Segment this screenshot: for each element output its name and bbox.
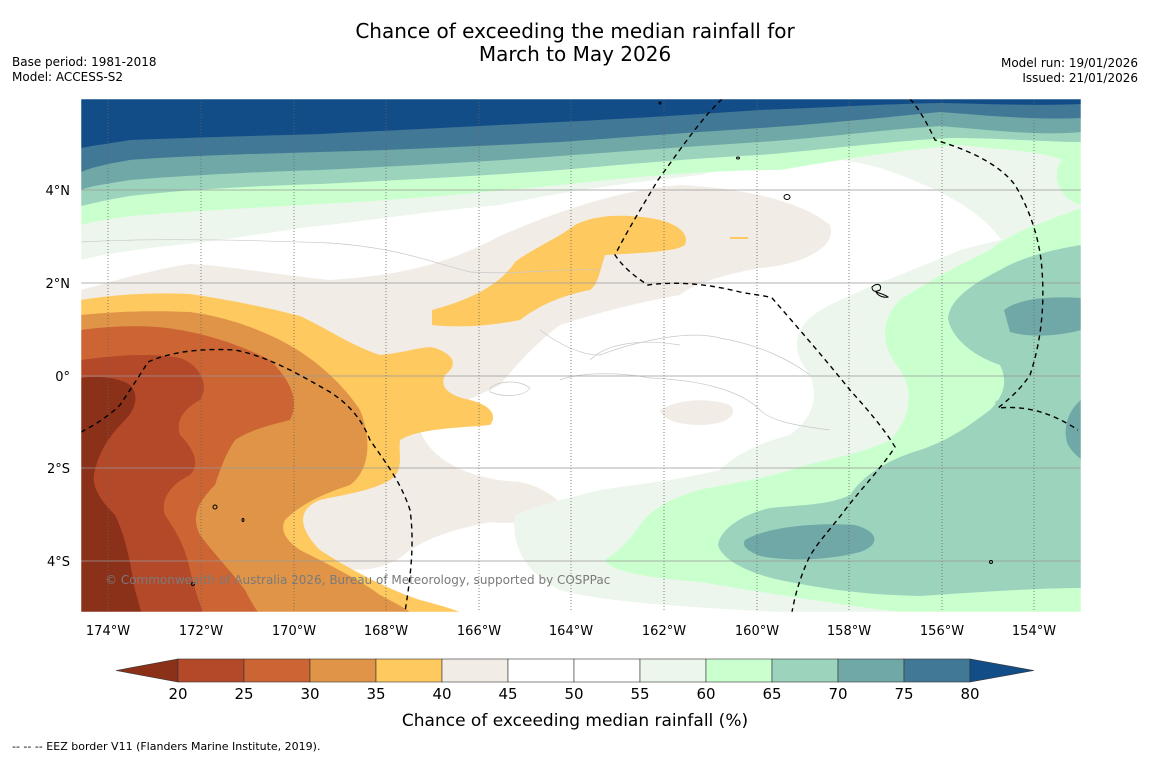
contour-band-70-75-east-edge bbox=[1065, 400, 1081, 460]
lat-tick-label: 4°N bbox=[46, 184, 71, 199]
colorbar-tick-label: 55 bbox=[630, 685, 649, 703]
colorbar-segment-55-60 bbox=[639, 658, 707, 683]
colorbar-tick-label: 75 bbox=[894, 685, 913, 703]
lon-tick-label: 174°W bbox=[86, 624, 130, 639]
lat-tick-label: 4°S bbox=[47, 555, 70, 570]
colorbar-segment-50-55 bbox=[573, 658, 641, 683]
colorbar-tick-label: 60 bbox=[696, 685, 715, 703]
eez-border-kiribati-phoenix bbox=[81, 348, 413, 612]
chart-title-line-1: Chance of exceeding the median rainfall … bbox=[355, 19, 795, 43]
contour-band-40-45-east-patch bbox=[660, 400, 734, 425]
lat-tick-label: 2°N bbox=[46, 277, 71, 292]
colorbar-segment-70-75 bbox=[837, 658, 905, 683]
colorbar-tick-labels: 20 25 30 35 40 45 50 55 60 65 70 75 80 bbox=[168, 685, 979, 703]
contour-band-70-75-east bbox=[1004, 297, 1081, 336]
eez-border-line-islands-north bbox=[614, 99, 896, 612]
lon-tick-label: 170°W bbox=[272, 624, 316, 639]
colorbar-tick-label: 70 bbox=[828, 685, 847, 703]
lon-tick-label: 160°W bbox=[735, 624, 779, 639]
latitude-tick-labels: 4°N 2°N 0° 2°S 4°S bbox=[46, 184, 71, 570]
contour-outlines bbox=[81, 239, 831, 431]
colorbar-segment-45-50 bbox=[507, 658, 575, 683]
colorbar-segment-30-35 bbox=[309, 658, 377, 683]
model-run-text: Model run: 19/01/2026 bbox=[1000, 56, 1138, 70]
lat-tick-label: 2°S bbox=[47, 462, 70, 477]
colorbar-segment-20-25 bbox=[177, 658, 245, 683]
islands bbox=[191, 101, 993, 586]
eez-footnote: -- -- -- EEZ border V11 (Flanders Marine… bbox=[12, 740, 321, 753]
lon-tick-label: 158°W bbox=[827, 624, 871, 639]
colorbar-segment-60-65 bbox=[705, 658, 773, 683]
colorbar-segment-35-40 bbox=[375, 658, 443, 683]
colorbar-tick-label: 65 bbox=[762, 685, 781, 703]
lon-tick-label: 162°W bbox=[642, 624, 686, 639]
contour-band-below-20-west bbox=[81, 376, 141, 612]
contour-band-35-40-central-plume bbox=[432, 215, 686, 327]
lon-tick-label: 166°W bbox=[457, 624, 501, 639]
colorbar-segment-40-45 bbox=[441, 658, 509, 683]
chart-title-line-2: March to May 2026 bbox=[478, 42, 672, 66]
contour-band-70-75-south bbox=[743, 524, 875, 560]
lon-tick-label: 154°W bbox=[1012, 624, 1056, 639]
lon-tick-label: 156°W bbox=[920, 624, 964, 639]
contour-band-35-40-speck bbox=[730, 237, 748, 239]
lon-tick-label: 168°W bbox=[364, 624, 408, 639]
colorbar-segment-25-30 bbox=[243, 658, 311, 683]
colorbar-title: Chance of exceeding median rainfall (%) bbox=[402, 711, 748, 731]
model-name-text: Model: ACCESS-S2 bbox=[12, 70, 124, 84]
copyright-notice: © Commonwealth of Australia 2026, Bureau… bbox=[105, 573, 610, 587]
colorbar-tick-label: 30 bbox=[300, 685, 319, 703]
colorbar-tick-label: 50 bbox=[564, 685, 583, 703]
colorbar-tick-label: 80 bbox=[960, 685, 979, 703]
colorbar-segment-75-80 bbox=[903, 658, 971, 683]
contour-band-above-80-north bbox=[81, 99, 1081, 148]
colorbar-tick-label: 35 bbox=[366, 685, 385, 703]
colorbar-tick-label: 45 bbox=[498, 685, 517, 703]
contour-band-65-70-east bbox=[718, 245, 1081, 596]
lat-tick-label: 0° bbox=[55, 370, 70, 385]
colorbar bbox=[115, 658, 1035, 683]
colorbar-extend-high bbox=[969, 658, 1035, 683]
colorbar-tick-label: 20 bbox=[168, 685, 187, 703]
colorbar-tick-label: 25 bbox=[234, 685, 253, 703]
eez-borders bbox=[81, 99, 1079, 612]
colorbar-segment-65-70 bbox=[771, 658, 839, 683]
colorbar-tick-label: 40 bbox=[432, 685, 451, 703]
base-period-text: Base period: 1981-2018 bbox=[12, 55, 157, 69]
lon-tick-label: 164°W bbox=[549, 624, 593, 639]
lon-tick-label: 172°W bbox=[179, 624, 223, 639]
colorbar-extend-low bbox=[115, 658, 179, 683]
latitude-grid bbox=[81, 189, 1081, 562]
map-frame bbox=[80, 98, 1082, 613]
longitude-tick-labels: 174°W 172°W 170°W 168°W 166°W 164°W 162°… bbox=[86, 624, 1056, 639]
issued-date-text: Issued: 21/01/2026 bbox=[1022, 71, 1138, 85]
map-area: © Commonwealth of Australia 2026, Bureau… bbox=[81, 99, 1081, 612]
